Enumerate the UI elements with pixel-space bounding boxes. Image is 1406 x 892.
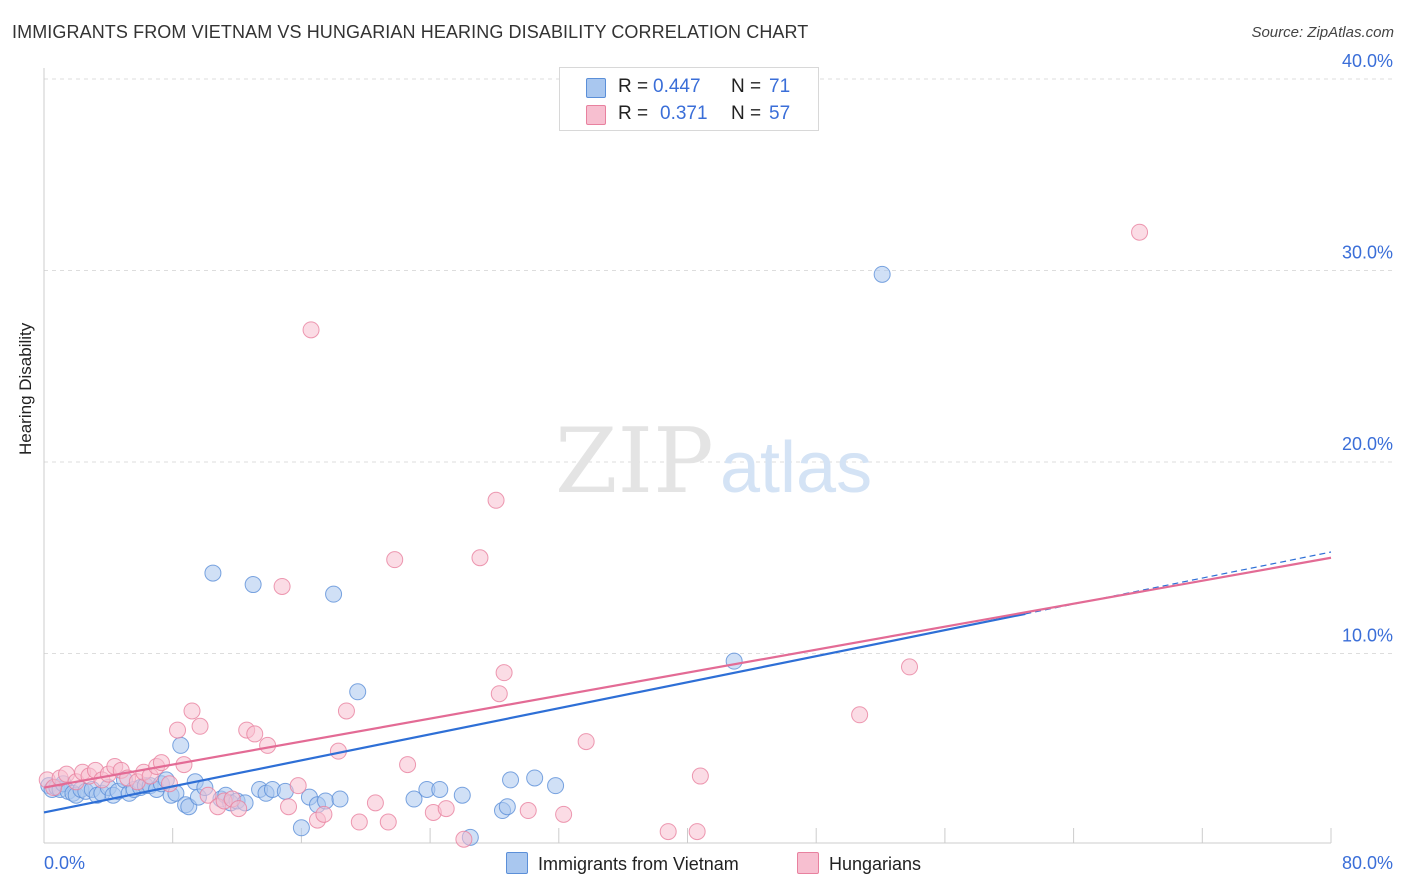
hungarian-point [455, 830, 473, 848]
hungarian-point [199, 786, 217, 804]
hungarian-point [490, 685, 508, 703]
legend-r-value: 0.447 [653, 76, 701, 97]
hungarian-point [688, 823, 706, 841]
hungarian-point [273, 577, 291, 595]
hungarian-point [437, 800, 455, 818]
vietnam-point [405, 790, 423, 808]
bottom-legend-swatch-pink [797, 852, 819, 874]
legend-r-label: R = [618, 76, 649, 97]
hungarian-point [379, 813, 397, 831]
x-tick-label-max: 80.0% [1342, 853, 1393, 873]
hungarian-trend-line [43, 556, 1332, 789]
vietnam-point [325, 585, 343, 603]
source-label: Source: ZipAtlas.com [1251, 24, 1394, 41]
legend-n-label: N = [731, 103, 762, 124]
hungarian-point [191, 717, 209, 735]
vietnam-trend-line [43, 612, 1026, 814]
hungarian-point [851, 706, 869, 724]
hungarian-point [259, 736, 277, 754]
vietnam-point [431, 780, 449, 798]
vietnam-point [453, 786, 471, 804]
hungarian-point [1131, 223, 1149, 241]
legend-r-value: 0.371 [660, 103, 708, 124]
tick-labels: 10.0% 20.0% 30.0% 40.0% 0.0% 80.0% [44, 51, 1393, 873]
legend-n-value: 57 [769, 103, 791, 124]
vietnam-point [204, 564, 222, 582]
trend-lines [43, 551, 1332, 814]
legend-n-value: 71 [769, 76, 791, 97]
legend-swatch-pink [586, 105, 606, 125]
bottom-legend-vietnam: Immigrants from Vietnam [506, 852, 739, 875]
y-tick-label: 20.0% [1342, 434, 1393, 454]
vietnam-point [873, 265, 891, 283]
hungarian-point [691, 767, 709, 785]
hungarian-point [160, 775, 178, 793]
vietnam-point [349, 683, 367, 701]
watermark-atlas: atlas [720, 428, 872, 508]
hungarian-point [901, 658, 919, 676]
x-tick-label-min: 0.0% [44, 853, 85, 873]
hungarian-point [495, 664, 513, 682]
y-axis-label: Hearing Disability [16, 322, 35, 455]
hungarian-point [366, 794, 384, 812]
vietnam-point [331, 790, 349, 808]
hungarian-point [302, 321, 320, 339]
legend-r-label: R = [618, 103, 649, 124]
bottom-legend-swatch-blue [506, 852, 528, 874]
vietnam-point [292, 819, 310, 837]
vietnam-point [526, 769, 544, 787]
hungarian-point [659, 823, 677, 841]
hungarian-point [337, 702, 355, 720]
vietnam-point [547, 777, 565, 795]
hungarian-point [519, 802, 537, 820]
correlation-legend: R = 0.447 N = 71 R = 0.371 N = 57 [559, 67, 819, 131]
bottom-legend-label-hungarians: Hungarians [829, 854, 922, 874]
hungarian-point [386, 551, 404, 569]
vietnam-point [172, 736, 190, 754]
y-tick-label: 30.0% [1342, 243, 1393, 263]
hungarian-point [183, 702, 201, 720]
hungarian-point [350, 813, 368, 831]
vietnam-point [725, 652, 743, 670]
legend-swatch-blue [586, 78, 606, 98]
y-tick-label: 40.0% [1342, 51, 1393, 71]
chart-title: IMMIGRANTS FROM VIETNAM VS HUNGARIAN HEA… [12, 22, 809, 42]
vietnam-point [498, 798, 516, 816]
hungarian-point [280, 798, 298, 816]
bottom-legend-label-vietnam: Immigrants from Vietnam [538, 854, 739, 874]
hungarian-point [471, 549, 489, 567]
legend-n-label: N = [731, 76, 762, 97]
hungarian-point [399, 756, 417, 774]
data-points [38, 223, 1149, 848]
hungarian-point [577, 733, 595, 751]
y-tick-label: 10.0% [1342, 626, 1393, 646]
grid-lines [44, 78, 1392, 654]
bottom-legend-hungarians: Hungarians [797, 852, 921, 875]
hungarian-point [169, 721, 187, 739]
hungarian-point [246, 725, 264, 743]
vietnam-point [244, 576, 262, 594]
hungarian-point [289, 777, 307, 795]
hungarian-point [487, 491, 505, 509]
hungarian-point [555, 805, 573, 823]
vietnam-point [502, 771, 520, 789]
axes [43, 68, 1332, 844]
hungarian-point [230, 800, 248, 818]
hungarian-point [315, 805, 333, 823]
watermark-zip: ZIP [555, 409, 714, 514]
